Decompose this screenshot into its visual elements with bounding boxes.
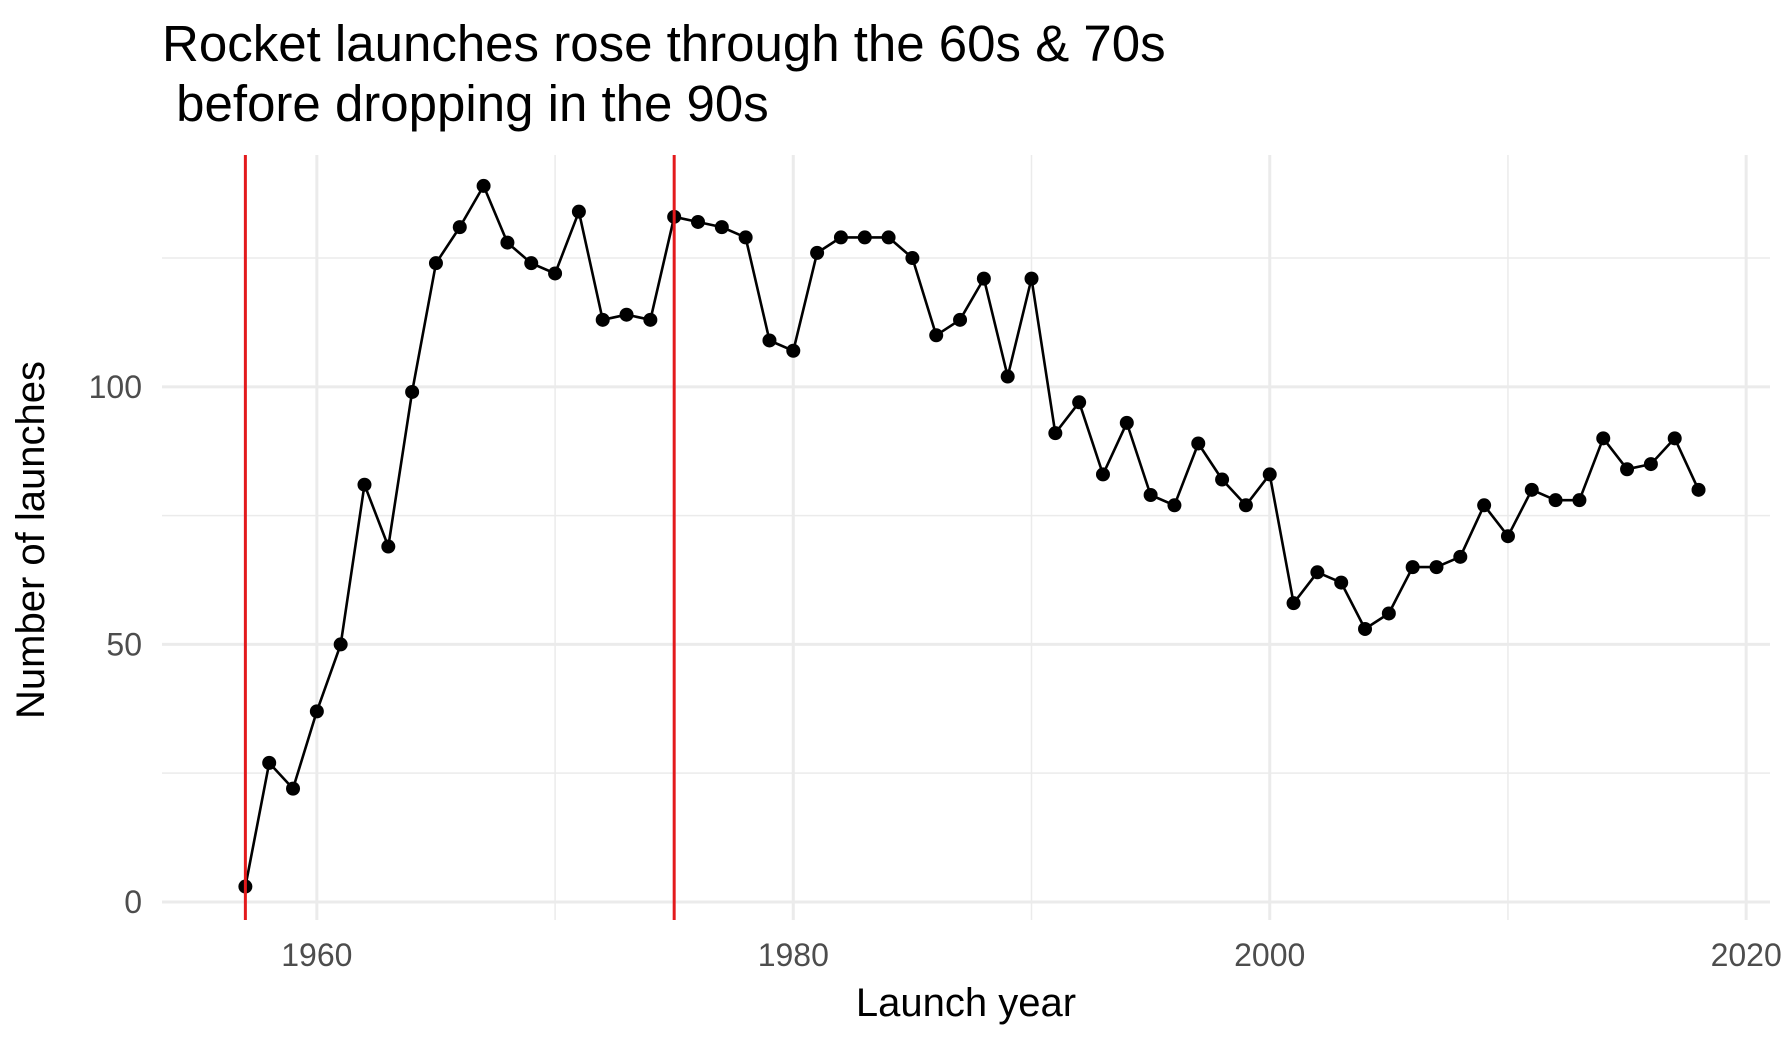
data-point: [571, 204, 586, 219]
data-point: [1167, 498, 1182, 513]
data-point: [1191, 436, 1206, 451]
data-point: [1524, 482, 1539, 497]
data-point: [738, 230, 753, 245]
data-point: [333, 637, 348, 652]
x-tick-label: 1960: [281, 937, 352, 973]
data-point: [762, 333, 777, 348]
data-point: [1572, 493, 1587, 508]
x-tick-label: 2000: [1234, 937, 1305, 973]
data-point: [1477, 498, 1492, 513]
data-point: [786, 343, 801, 358]
data-point: [1286, 596, 1301, 611]
data-point: [286, 781, 301, 796]
data-point: [1548, 493, 1563, 508]
data-point: [929, 328, 944, 343]
data-point: [476, 178, 491, 193]
data-point: [833, 230, 848, 245]
data-point: [548, 266, 563, 281]
data-point: [976, 271, 991, 286]
data-point: [643, 312, 658, 327]
data-point: [262, 755, 277, 770]
y-tick-label: 0: [124, 884, 142, 920]
data-point: [357, 477, 372, 492]
data-point: [1691, 482, 1706, 497]
x-tick-label: 2020: [1711, 937, 1782, 973]
data-point: [1429, 560, 1444, 575]
series-line: [244, 184, 1700, 887]
data-point: [452, 220, 467, 235]
vline-layer: [243, 155, 676, 920]
y-tick-label: 50: [106, 626, 142, 662]
data-point: [381, 539, 396, 554]
data-point: [1238, 498, 1253, 513]
data-point: [810, 245, 825, 260]
data-point: [1215, 472, 1230, 487]
data-point: [1072, 395, 1087, 410]
data-point: [881, 230, 896, 245]
data-point: [1405, 560, 1420, 575]
data-point: [1358, 621, 1373, 636]
data-point: [1667, 431, 1682, 446]
data-point: [1310, 565, 1325, 580]
y-tick-label: 100: [89, 369, 142, 405]
data-point: [1500, 529, 1515, 544]
data-point: [405, 384, 420, 399]
data-point: [595, 312, 610, 327]
data-point: [428, 256, 443, 271]
series-layer: [238, 178, 1706, 894]
data-point: [619, 307, 634, 322]
grid-layer: [162, 155, 1770, 920]
data-point: [953, 312, 968, 327]
data-point: [1024, 271, 1039, 286]
data-point: [1381, 606, 1396, 621]
data-point: [500, 235, 515, 250]
x-axis-title: Launch year: [856, 981, 1076, 1025]
chart-title-line-1: Rocket launches rose through the 60s & 7…: [162, 15, 1166, 72]
chart-title-line-2: before dropping in the 90s: [162, 75, 769, 132]
data-point: [1143, 488, 1158, 502]
data-point: [1119, 415, 1134, 430]
data-point: [309, 704, 324, 719]
data-point: [1095, 467, 1110, 482]
axis-layer: 1960 1980 2000 2020 0 50 100: [89, 369, 1782, 973]
data-point: [1620, 462, 1635, 477]
data-point: [524, 256, 539, 271]
x-tick-label: 1980: [758, 937, 829, 973]
data-point: [905, 251, 920, 266]
data-point: [1334, 575, 1349, 590]
data-point: [1262, 467, 1277, 482]
y-axis-title: Number of launches: [9, 361, 53, 719]
data-point: [714, 220, 729, 235]
chart-title: Rocket launches rose through the 60s & 7…: [162, 14, 1166, 134]
data-point: [1000, 369, 1015, 384]
data-point: [1453, 549, 1468, 564]
data-point: [857, 230, 872, 245]
data-point: [1596, 431, 1611, 446]
data-point: [1643, 457, 1658, 472]
data-point: [691, 214, 705, 229]
data-point: [1048, 426, 1063, 441]
